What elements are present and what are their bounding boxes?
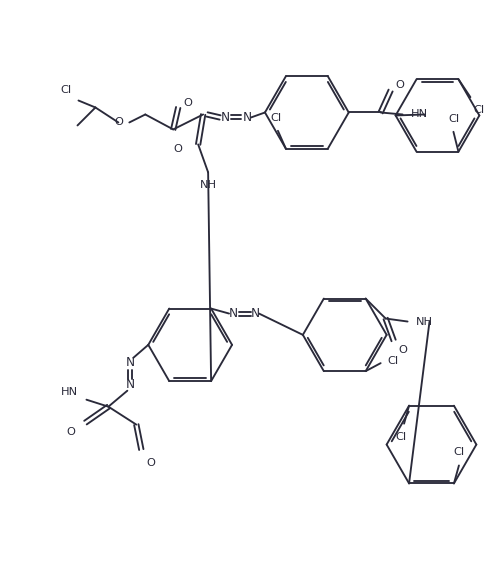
Text: Cl: Cl — [396, 432, 407, 442]
Text: O: O — [146, 457, 155, 468]
Text: N: N — [221, 111, 230, 124]
Text: O: O — [173, 145, 182, 154]
Text: N: N — [228, 307, 237, 320]
Text: Cl: Cl — [454, 447, 465, 457]
Text: Cl: Cl — [270, 113, 282, 123]
Text: NH: NH — [416, 316, 432, 327]
Text: HN: HN — [61, 387, 79, 397]
Text: O: O — [114, 117, 123, 127]
Text: NH: NH — [200, 180, 217, 190]
Text: Cl: Cl — [473, 105, 484, 115]
Text: O: O — [399, 345, 407, 356]
Text: O: O — [67, 427, 76, 436]
Text: O: O — [396, 80, 405, 89]
Text: HN: HN — [411, 109, 428, 119]
Text: N: N — [126, 356, 135, 369]
Text: Cl: Cl — [448, 114, 459, 124]
Text: Cl: Cl — [388, 356, 399, 366]
Text: N: N — [126, 378, 135, 391]
Text: N: N — [242, 111, 251, 124]
Text: N: N — [250, 307, 260, 320]
Text: O: O — [183, 97, 192, 108]
Text: Cl: Cl — [60, 85, 72, 94]
